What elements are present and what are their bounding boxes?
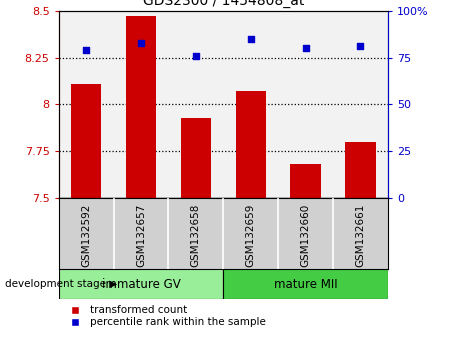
Legend: transformed count, percentile rank within the sample: transformed count, percentile rank withi… (64, 304, 267, 329)
Text: GSM132660: GSM132660 (300, 204, 311, 267)
Title: GDS2300 / 1454808_at: GDS2300 / 1454808_at (143, 0, 304, 8)
Text: GSM132592: GSM132592 (81, 204, 91, 267)
Bar (181, 118, 211, 198)
Text: GSM132658: GSM132658 (191, 204, 201, 267)
Text: GSM132659: GSM132659 (246, 204, 256, 267)
Bar (59, 269, 223, 299)
Text: GSM132657: GSM132657 (136, 204, 146, 267)
Point (138, 40, 145, 45)
Bar (290, 165, 321, 198)
Bar (71, 84, 101, 198)
Bar (235, 91, 266, 198)
Point (247, 36, 254, 42)
Point (302, 45, 309, 51)
Bar (345, 142, 376, 198)
Bar (126, 16, 156, 198)
Bar (223, 269, 388, 299)
Text: mature MII: mature MII (274, 278, 337, 291)
Text: GSM132661: GSM132661 (355, 204, 365, 267)
Text: immature GV: immature GV (101, 278, 180, 291)
Point (192, 53, 199, 58)
Text: development stage ▶: development stage ▶ (5, 279, 117, 289)
Point (357, 44, 364, 49)
Point (83, 47, 90, 53)
